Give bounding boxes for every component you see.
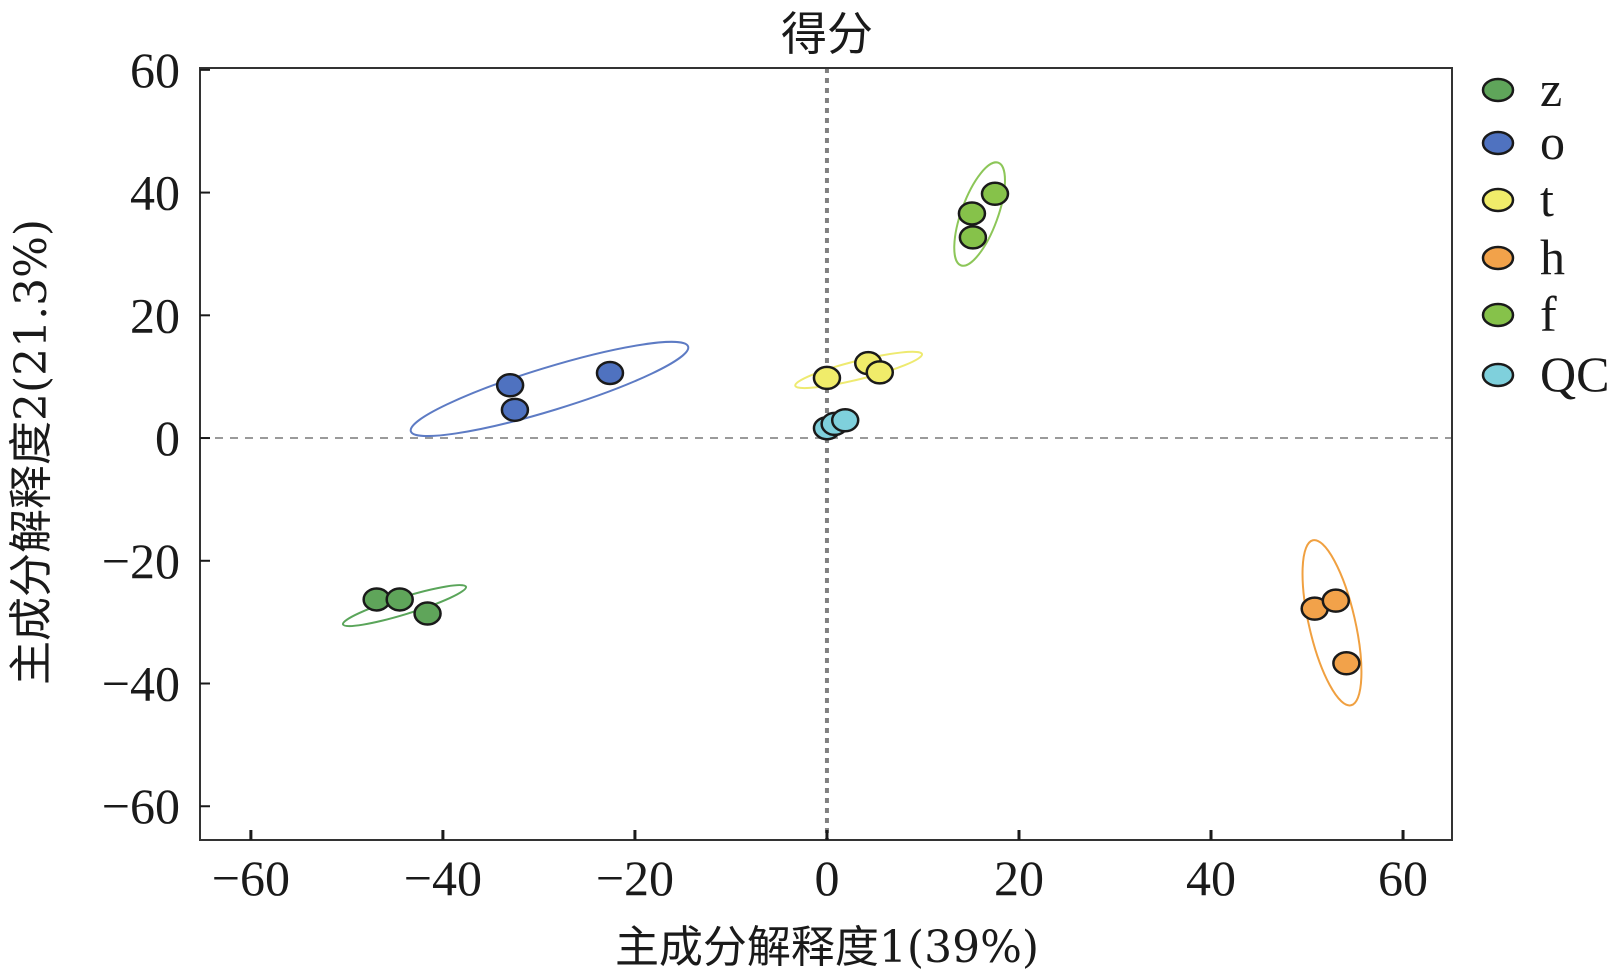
legend-label: o xyxy=(1540,114,1565,170)
legend-marker-o xyxy=(1481,130,1515,156)
x-axis-label: 主成分解释度1(39%) xyxy=(615,922,1039,973)
legend-marker-z xyxy=(1481,77,1515,103)
legend-marker-f xyxy=(1481,302,1515,328)
data-point-f xyxy=(980,181,1010,207)
legend-item-o: o xyxy=(1481,114,1565,170)
plot-frame xyxy=(199,67,1453,841)
x-tick-label: 60 xyxy=(1378,850,1428,906)
legend-marker-t xyxy=(1481,187,1515,213)
legend-marker-h xyxy=(1481,245,1515,271)
legend-item-qc: QC xyxy=(1481,346,1609,402)
x-tick-label: −20 xyxy=(596,850,674,906)
legend-item-t: t xyxy=(1481,171,1554,227)
legend-label: f xyxy=(1540,286,1557,342)
x-tick-label: 0 xyxy=(814,850,839,906)
data-point-z xyxy=(385,587,414,612)
legend-item-h: h xyxy=(1481,229,1565,285)
legend-label: z xyxy=(1540,61,1562,117)
x-tick-label: −40 xyxy=(404,850,482,906)
data-point-h xyxy=(1332,651,1361,676)
data-point-qc xyxy=(830,407,860,433)
legend-item-f: f xyxy=(1481,286,1557,342)
data-point-o xyxy=(500,397,530,423)
chart-title: 得分 xyxy=(781,7,873,61)
y-tick-label: −60 xyxy=(102,778,180,834)
legend-label: QC xyxy=(1540,346,1609,402)
x-tick-label: −60 xyxy=(212,850,290,906)
data-point-f xyxy=(957,201,987,226)
data-point-t xyxy=(812,365,842,391)
y-tick-label: −40 xyxy=(102,656,180,712)
y-tick-label: 0 xyxy=(155,410,180,466)
confidence-ellipse-h xyxy=(1301,539,1363,707)
x-tick-label: 20 xyxy=(994,850,1044,906)
data-point-h xyxy=(1321,588,1351,613)
legend-item-z: z xyxy=(1481,61,1562,117)
legend-marker-qc xyxy=(1481,362,1515,388)
data-point-o xyxy=(495,373,525,398)
legend-label: t xyxy=(1540,171,1554,227)
data-point-z xyxy=(413,601,442,626)
confidence-ellipse-o xyxy=(409,340,690,438)
data-point-f xyxy=(958,225,988,250)
data-point-o xyxy=(595,360,625,386)
plot-area: −60 −40 −20 0 20 40 60 60 40 20 0 −20 −40 −60 xyxy=(102,42,1453,906)
y-tick-label: 20 xyxy=(130,287,180,343)
y-tick-label: 40 xyxy=(130,165,180,221)
data-point-t xyxy=(865,360,895,385)
x-tick-label: 40 xyxy=(1186,850,1236,906)
y-tick-label: 60 xyxy=(130,42,180,98)
y-axis-label: 主成分解释度2(21.3%) xyxy=(6,219,57,685)
legend-label: h xyxy=(1540,229,1565,285)
y-tick-label: −20 xyxy=(102,533,180,589)
